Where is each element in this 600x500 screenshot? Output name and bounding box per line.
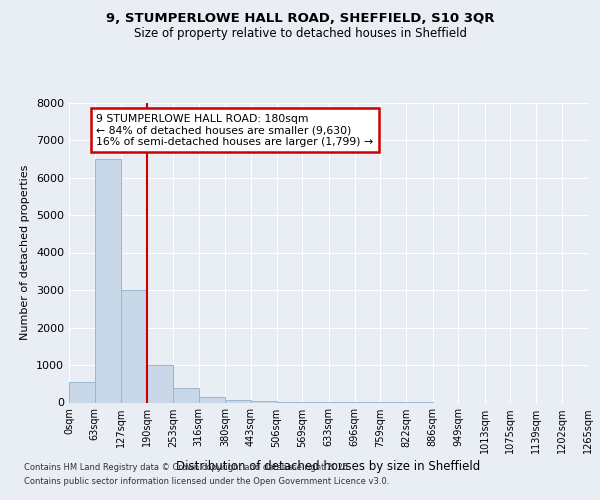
Text: Size of property relative to detached houses in Sheffield: Size of property relative to detached ho… xyxy=(133,28,467,40)
Bar xyxy=(225,400,251,402)
Bar xyxy=(199,396,225,402)
Bar xyxy=(173,388,199,402)
Text: Contains HM Land Registry data © Crown copyright and database right 2025.: Contains HM Land Registry data © Crown c… xyxy=(24,464,350,472)
Bar xyxy=(147,365,173,403)
Text: 9, STUMPERLOWE HALL ROAD, SHEFFIELD, S10 3QR: 9, STUMPERLOWE HALL ROAD, SHEFFIELD, S10… xyxy=(106,12,494,26)
Bar xyxy=(95,159,121,402)
Y-axis label: Number of detached properties: Number of detached properties xyxy=(20,165,31,340)
Text: 9 STUMPERLOWE HALL ROAD: 180sqm
← 84% of detached houses are smaller (9,630)
16%: 9 STUMPERLOWE HALL ROAD: 180sqm ← 84% of… xyxy=(96,114,373,147)
Bar xyxy=(69,382,95,402)
Text: Contains public sector information licensed under the Open Government Licence v3: Contains public sector information licen… xyxy=(24,477,389,486)
Bar xyxy=(121,290,147,403)
X-axis label: Distribution of detached houses by size in Sheffield: Distribution of detached houses by size … xyxy=(176,460,481,473)
